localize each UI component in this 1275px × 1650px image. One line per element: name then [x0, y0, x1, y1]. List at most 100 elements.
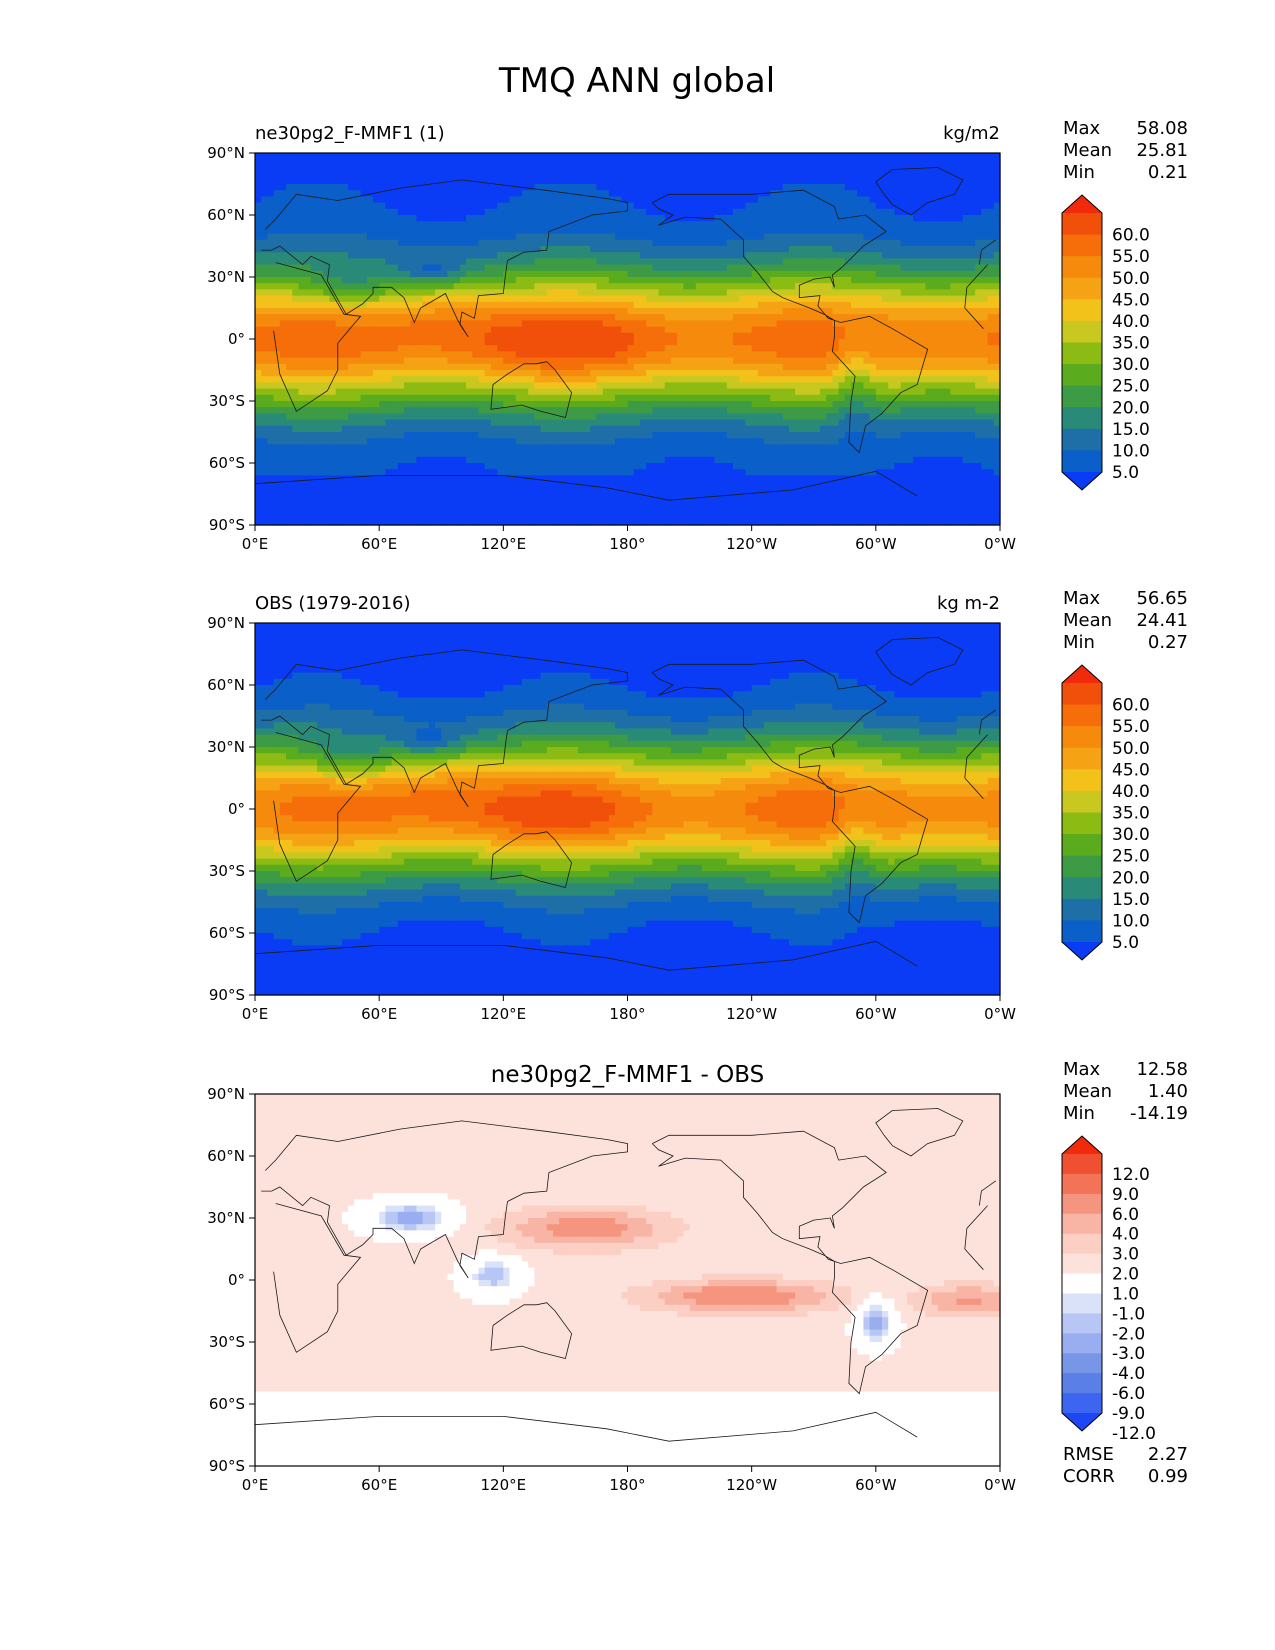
map-cell	[988, 370, 995, 377]
map-cell	[795, 258, 802, 265]
map-cell	[640, 215, 647, 222]
map-cell	[764, 240, 771, 247]
map-cell	[820, 153, 827, 160]
map-cell	[330, 240, 337, 247]
map-cell	[708, 271, 715, 278]
map-cell	[342, 184, 349, 191]
map-cell	[590, 302, 597, 309]
map-cell	[466, 370, 473, 377]
map-cell	[305, 327, 312, 334]
map-cell	[472, 196, 479, 203]
map-cell	[447, 327, 454, 334]
map-cell	[795, 401, 802, 408]
map-cell	[683, 190, 690, 197]
map-cell	[690, 327, 697, 334]
map-cell	[534, 401, 541, 408]
map-cell	[677, 327, 684, 334]
map-cell	[559, 302, 566, 309]
map-cell	[919, 153, 926, 160]
map-cell	[261, 358, 268, 365]
map-cell	[963, 320, 970, 327]
map-cell	[292, 153, 299, 160]
map-cell	[460, 172, 467, 179]
map-cell	[683, 159, 690, 166]
map-cell	[888, 308, 895, 315]
map-cell	[770, 252, 777, 259]
map-cell	[454, 221, 461, 228]
map-cell	[907, 358, 914, 365]
map-cell	[745, 153, 752, 160]
map-cell	[702, 227, 709, 234]
map-cell	[317, 364, 324, 371]
map-cell	[274, 289, 281, 296]
map-cell	[938, 203, 945, 210]
map-cell	[441, 215, 448, 222]
map-cell	[547, 172, 554, 179]
map-cell	[454, 265, 461, 272]
map-cell	[510, 407, 517, 414]
map-cell	[330, 190, 337, 197]
map-cell	[503, 327, 510, 334]
map-cell	[659, 401, 666, 408]
map-cell	[385, 382, 392, 389]
map-cell	[385, 165, 392, 172]
map-cell	[367, 345, 374, 352]
map-cell	[516, 209, 523, 216]
map-cell	[528, 277, 535, 284]
map-cell	[789, 389, 796, 396]
map-cell	[677, 289, 684, 296]
map-cell	[590, 153, 597, 160]
map-cell	[398, 382, 405, 389]
map-cell	[503, 246, 510, 253]
map-cell	[677, 376, 684, 383]
map-cell	[255, 277, 262, 284]
map-cell	[870, 234, 877, 241]
map-cell	[497, 339, 504, 346]
map-cell	[752, 320, 759, 327]
map-cell	[416, 289, 423, 296]
map-cell	[361, 320, 368, 327]
map-cell	[454, 327, 461, 334]
map-cell	[727, 395, 734, 402]
map-cell	[932, 227, 939, 234]
map-cell	[404, 277, 411, 284]
map-cell	[863, 401, 870, 408]
map-cell	[665, 203, 672, 210]
map-cell	[907, 190, 914, 197]
map-cell	[336, 401, 343, 408]
map-cell	[634, 345, 641, 352]
map-cell	[385, 314, 392, 321]
map-cell	[981, 258, 988, 265]
map-cell	[429, 184, 436, 191]
map-cell	[553, 327, 560, 334]
map-cell	[764, 308, 771, 315]
map-cell	[808, 165, 815, 172]
map-cell	[404, 153, 411, 160]
map-cell	[534, 153, 541, 160]
map-cell	[988, 277, 995, 284]
map-cell	[677, 159, 684, 166]
map-cell	[280, 401, 287, 408]
map-cell	[528, 240, 535, 247]
map-cell	[975, 215, 982, 222]
map-cell	[696, 209, 703, 216]
map-cell	[447, 234, 454, 241]
map-cell	[888, 178, 895, 185]
map-cell	[832, 190, 839, 197]
map-cell	[764, 203, 771, 210]
map-cell	[516, 370, 523, 377]
map-cell	[547, 258, 554, 265]
map-cell	[646, 358, 653, 365]
map-cell	[503, 382, 510, 389]
map-cell	[528, 370, 535, 377]
map-cell	[839, 184, 846, 191]
map-cell	[261, 178, 268, 185]
map-cell	[435, 389, 442, 396]
map-cell	[472, 320, 479, 327]
map-cell	[721, 258, 728, 265]
map-cell	[683, 308, 690, 315]
map-cell	[950, 178, 957, 185]
map-cell	[690, 196, 697, 203]
map-cell	[466, 308, 473, 315]
map-cell	[733, 389, 740, 396]
